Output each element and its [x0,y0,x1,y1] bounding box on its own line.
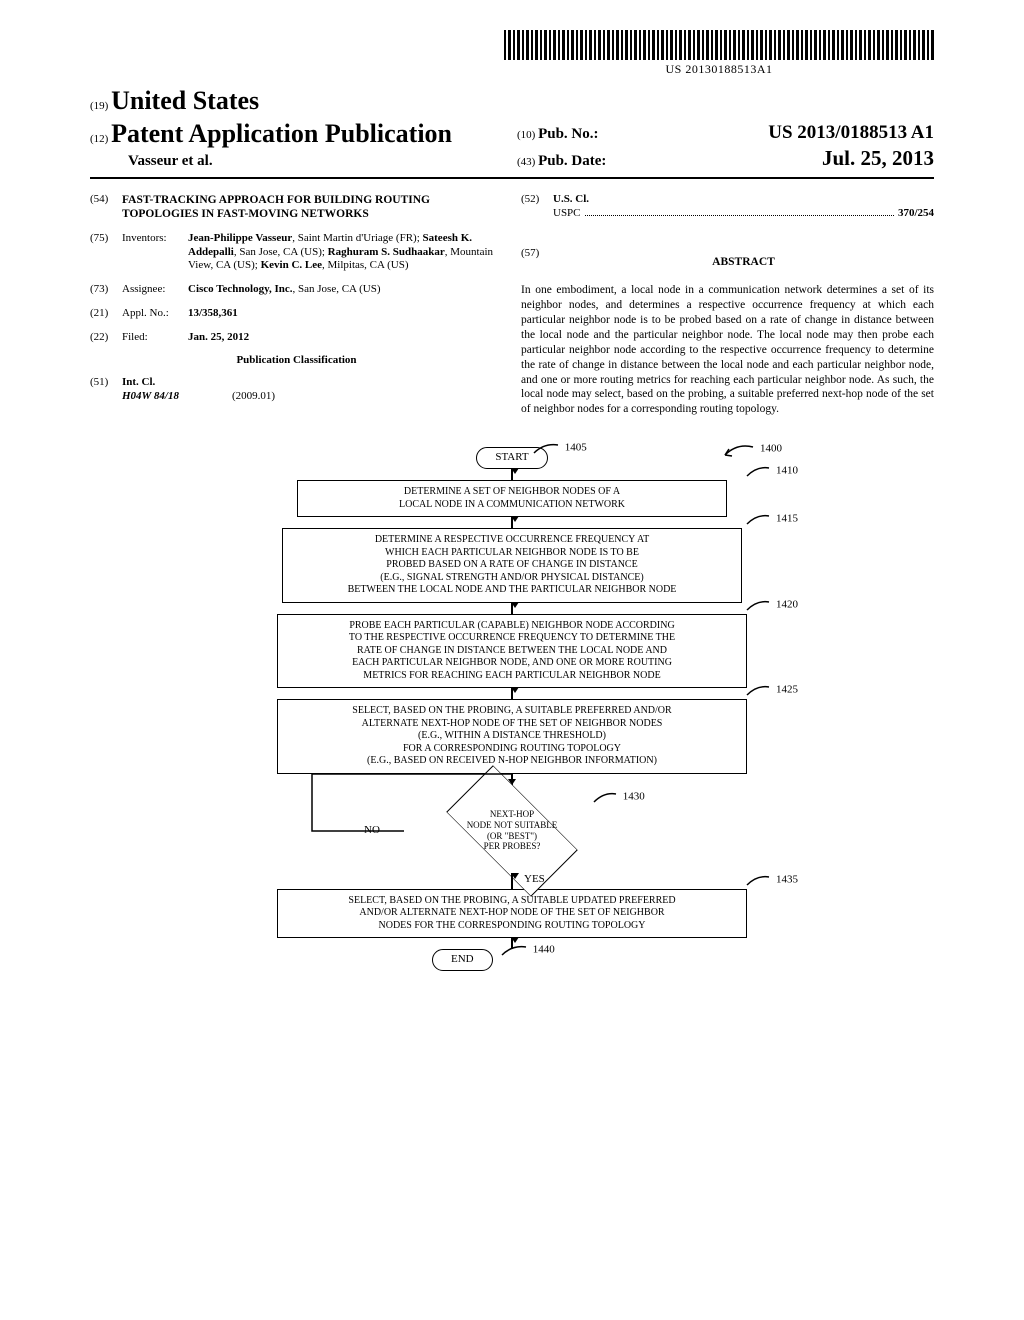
pubno-label: Pub. No.: [538,126,598,142]
item-52-scheme: USPC [553,207,581,221]
ref-1420: 1420 [745,598,798,612]
fc-1420-wrap: 1420 PROBE EACH PARTICULAR (CAPABLE) NEI… [232,614,792,689]
ref-1405: 1405 [532,441,587,455]
item-75-code: (75) [90,232,122,273]
item-21-value: 13/358,361 [188,307,503,321]
abstract-heading: ABSTRACT [553,255,934,269]
item-52-code: (52) [521,193,553,221]
fc-1415-wrap: 1415 DETERMINE A RESPECTIVE OCCURRENCE F… [232,528,792,603]
item-73-code: (73) [90,283,122,297]
item-73-content: Cisco Technology, Inc., San Jose, CA (US… [188,283,503,297]
pubdate-label: Pub. Date: [538,153,606,169]
fc-end-row: END 1440 [232,949,792,971]
conn-1430-1435: YES 1435 [232,873,792,889]
fc-1430-wrap: 1430 NEXT-HOPNODE NOT SUITABLE(OR "BEST"… [232,788,792,874]
item-52: (52) U.S. Cl. USPC 370/254 [521,193,934,221]
item-51-content: Int. Cl. H04W 84/18 (2009.01) [122,376,503,404]
item-73-label: Assignee: [122,283,188,297]
pubdate-code: (43) [517,156,535,170]
barcode-text: US 20130188513A1 [504,62,934,77]
fc-box-1420: PROBE EACH PARTICULAR (CAPABLE) NEIGHBOR… [277,614,747,689]
country-name: United States [111,86,259,115]
bib-left: (54) FAST-TRACKING APPROACH FOR BUILDING… [90,193,503,417]
fc-box-1435: SELECT, BASED ON THE PROBING, A SUITABLE… [277,889,747,939]
item-52-row: USPC 370/254 [553,207,934,221]
flowchart: 1400 1405 START 1410 DETERMINE A SET OF … [232,443,792,971]
conn-1420-1425 [511,687,513,699]
fc-start-row: 1405 START [232,447,792,469]
country-line: (19) United States [90,85,507,118]
pubno-code: (10) [517,129,535,143]
diamond-text: NEXT-HOPNODE NOT SUITABLE(OR "BEST")PER … [402,788,622,874]
item-75-content: Jean-Philippe Vasseur, Saint Martin d'Ur… [188,232,503,273]
fc-box-1410: DETERMINE A SET OF NEIGHBOR NODES OF ALO… [297,480,727,517]
item-21-code: (21) [90,307,122,321]
item-54-text: FAST-TRACKING APPROACH FOR BUILDING ROUT… [122,193,503,222]
conn-1410-1415 [511,516,513,528]
item-57: (57) ABSTRACT [521,247,934,279]
dotted-leader [585,215,894,216]
item-51-edition: (2009.01) [232,390,275,404]
bib-right: (52) U.S. Cl. USPC 370/254 (57) ABSTRACT… [521,193,934,417]
conn-start-1410 [511,468,513,480]
fc-1425-wrap: 1425 SELECT, BASED ON THE PROBING, A SUI… [232,699,792,774]
pub-classification-heading: Publication Classification [90,354,503,368]
item-75-label: Inventors: [122,232,188,273]
item-21-label: Appl. No.: [122,307,188,321]
item-51-label: Int. Cl. [122,376,155,388]
no-loop-line [312,774,412,834]
item-75: (75) Inventors: Jean-Philippe Vasseur, S… [90,232,503,273]
ref-1435: 1435 [745,873,798,887]
pubdate-value: Jul. 25, 2013 [822,145,934,171]
item-22-code: (22) [90,331,122,345]
fc-1410-wrap: 1410 DETERMINE A SET OF NEIGHBOR NODES O… [232,480,792,517]
pubno-row: (10) Pub. No.: US 2013/0188513 A1 [517,121,934,145]
barcode: US 20130188513A1 [504,30,934,77]
ref-1410: 1410 [745,464,798,478]
item-22: (22) Filed: Jan. 25, 2012 [90,331,503,345]
yes-label: YES [524,873,545,887]
pub-code: (12) [90,133,108,145]
fc-end: END [432,949,493,971]
authors: Vasseur et al. [128,152,507,171]
fc-box-1425: SELECT, BASED ON THE PROBING, A SUITABLE… [277,699,747,774]
header-rule [90,177,934,179]
header-right: (10) Pub. No.: US 2013/0188513 A1 (43) P… [507,121,934,171]
barcode-region: US 20130188513A1 [90,30,934,77]
country-code: (19) [90,100,108,112]
item-54: (54) FAST-TRACKING APPROACH FOR BUILDING… [90,193,503,222]
header-left: (19) United States (12) Patent Applicati… [90,85,507,171]
item-22-label: Filed: [122,331,188,345]
item-21: (21) Appl. No.: 13/358,361 [90,307,503,321]
item-51-code: (51) [90,376,122,404]
pubno-label-group: (10) Pub. No.: [517,125,599,144]
ref-1440: 1440 [500,943,555,957]
bib-columns: (54) FAST-TRACKING APPROACH FOR BUILDING… [90,193,934,417]
header-row: (19) United States (12) Patent Applicati… [90,85,934,171]
pub-type-line: (12) Patent Application Publication [90,118,507,151]
pubdate-row: (43) Pub. Date: Jul. 25, 2013 [517,145,934,171]
item-52-content: U.S. Cl. USPC 370/254 [553,193,934,221]
abstract-text: In one embodiment, a local node in a com… [521,283,934,417]
item-57-code: (57) [521,247,553,279]
item-52-value: 370/254 [898,207,934,221]
item-52-label: U.S. Cl. [553,193,589,205]
item-51: (51) Int. Cl. H04W 84/18 (2009.01) [90,376,503,404]
item-54-code: (54) [90,193,122,222]
pub-type: Patent Application Publication [111,119,452,148]
barcode-stripes [504,30,934,60]
item-51-row: H04W 84/18 (2009.01) [122,390,503,404]
flowchart-figure: 1400 1405 START 1410 DETERMINE A SET OF … [90,443,934,971]
item-51-class: H04W 84/18 [122,390,232,404]
ref-1425: 1425 [745,683,798,697]
item-22-value: Jan. 25, 2012 [188,331,503,345]
conn-1415-1420 [511,602,513,614]
fc-box-1415: DETERMINE A RESPECTIVE OCCURRENCE FREQUE… [282,528,742,603]
fc-decision: NEXT-HOPNODE NOT SUITABLE(OR "BEST")PER … [402,788,622,874]
pubdate-label-group: (43) Pub. Date: [517,152,606,171]
item-73: (73) Assignee: Cisco Technology, Inc., S… [90,283,503,297]
ref-1415: 1415 [745,512,798,526]
pubno-value: US 2013/0188513 A1 [768,121,934,145]
